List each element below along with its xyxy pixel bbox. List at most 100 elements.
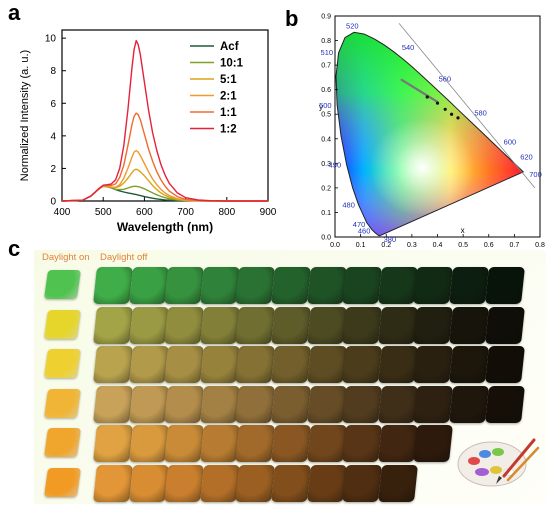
- y-tick-label: 8: [50, 66, 56, 77]
- x-tick-label: 0.1: [356, 242, 366, 249]
- wavelength-label: 380: [384, 235, 397, 244]
- cie-chromaticity-svg: 0.0 0.1 0.2 0.3 0.4 0.5 0.6 0.7 0.8 0.0 0.1 0.2 0.3 0…: [319, 14, 545, 250]
- cie-point: [425, 95, 429, 99]
- afterglow-tile: [93, 464, 133, 502]
- afterglow-tile: [306, 385, 347, 423]
- y-tick-label: 0.6: [321, 87, 331, 94]
- daylight-on-label: Daylight on: [42, 252, 90, 263]
- x-tick-label: 0.4: [433, 242, 443, 249]
- x-tick-label: 0.3: [407, 242, 417, 249]
- paint-palette-icon: [457, 438, 540, 487]
- y-tick-label: 0.4: [321, 136, 331, 143]
- afterglow-tile: [199, 267, 240, 304]
- afterglow-tile: [199, 385, 240, 423]
- y-axis-label: y: [319, 102, 323, 111]
- y-tick-label: 0.8: [321, 38, 331, 45]
- afterglow-tile: [342, 267, 383, 304]
- y-tick-label: 0.9: [321, 14, 331, 21]
- afterglow-tile: [449, 385, 489, 423]
- afterglow-photo-panel: Daylight on Daylight off 0.5 s1.0 s1.5 s…: [0, 236, 550, 508]
- afterglow-tile: [342, 306, 383, 344]
- wavelength-label: 600: [504, 138, 517, 147]
- series-line-2-1: [61, 149, 268, 202]
- afterglow-tile: [413, 267, 454, 304]
- spectral-locus: [335, 31, 525, 237]
- afterglow-tile: [164, 425, 205, 462]
- y-tick-label: 0: [50, 197, 56, 208]
- afterglow-tile: [484, 267, 525, 304]
- wavelength-label: 490: [329, 161, 342, 170]
- legend-label: 5:1: [220, 74, 237, 86]
- chromaticity-color-field: [336, 32, 524, 236]
- wavelength-label: 620: [520, 152, 533, 161]
- afterglow-tile: [449, 346, 489, 383]
- afterglow-tile: [377, 425, 418, 462]
- daylight-sample-tile: [43, 349, 82, 378]
- y-tick-label: 2: [50, 164, 56, 175]
- panel-label-c: c: [8, 236, 21, 261]
- emission-spectra-chart: 400 500 600 700 800 900 0 2 4 6 8 10 Wavelength (nm)…: [0, 0, 290, 235]
- afterglow-tile: [306, 267, 347, 304]
- y-tick-label: 10: [45, 34, 57, 45]
- afterglow-tile: [164, 306, 205, 344]
- x-tick-label: 600: [136, 207, 153, 218]
- y-tick-label: 0.1: [321, 210, 331, 217]
- afterglow-tile: [484, 385, 525, 423]
- afterglow-tile: [342, 346, 383, 383]
- x-tick-label: 0.7: [510, 242, 520, 249]
- afterglow-tile: [413, 425, 454, 462]
- afterglow-tile: [484, 306, 525, 344]
- y-tick-label: 0.7: [321, 63, 331, 70]
- daylight-sample-tile: [43, 467, 82, 497]
- afterglow-tile: [93, 425, 133, 462]
- afterglow-tile: [235, 425, 276, 462]
- afterglow-tile: [93, 385, 133, 423]
- afterglow-tile: [164, 346, 205, 383]
- x-tick-label: 0.8: [535, 242, 545, 249]
- afterglow-tile: [413, 346, 454, 383]
- afterglow-tile: [128, 425, 169, 462]
- wavelength-label: 460: [358, 227, 371, 236]
- cie-trend-line: [400, 78, 439, 104]
- x-tick-label: 0.2: [381, 242, 391, 249]
- afterglow-tile: [271, 306, 311, 344]
- x-tick-label: 0.5: [458, 242, 468, 249]
- x-tick-label: 500: [95, 207, 112, 218]
- y-axis-label: Normalized Intensity (a. u.): [19, 50, 31, 181]
- afterglow-tile: [306, 464, 347, 502]
- series-line-1-1: [61, 112, 268, 202]
- cie-point: [435, 101, 440, 105]
- wavelength-label: 540: [402, 43, 415, 52]
- y-tick-label: 0.5: [321, 112, 331, 119]
- legend-label: 1:2: [220, 124, 237, 136]
- x-tick-label: 0.6: [484, 242, 494, 249]
- y-tick-label: 4: [50, 131, 56, 142]
- afterglow-tile: [413, 306, 454, 344]
- afterglow-tile: [93, 346, 133, 383]
- afterglow-tile: [128, 346, 169, 383]
- daylight-sample-tile: [43, 428, 82, 457]
- cie-point: [443, 107, 447, 111]
- afterglow-tile: [377, 464, 418, 502]
- x-tick-label: 800: [218, 207, 235, 218]
- x-tick-label: 400: [54, 207, 71, 218]
- afterglow-tile: [93, 267, 133, 304]
- afterglow-tile: [342, 385, 383, 423]
- afterglow-tile: [271, 464, 311, 502]
- x-axis-label: Wavelength (nm): [117, 220, 213, 234]
- afterglow-tile: [306, 346, 347, 383]
- wavelength-label: 470: [353, 220, 366, 229]
- legend-label: 10:1: [220, 58, 244, 70]
- legend-label: Acf: [220, 41, 239, 53]
- y-tick-label: 6: [50, 99, 56, 110]
- afterglow-tile: [199, 306, 240, 344]
- afterglow-tile: [377, 267, 418, 304]
- x-tick-label: 900: [260, 207, 277, 218]
- afterglow-tile: [342, 425, 383, 462]
- afterglow-tile: [235, 385, 276, 423]
- afterglow-tile: [449, 267, 489, 304]
- afterglow-tile: [342, 464, 383, 502]
- y-tick-label: 0.3: [321, 161, 331, 168]
- daylight-sample-tile: [43, 270, 82, 299]
- wavelength-label: 500: [319, 101, 332, 110]
